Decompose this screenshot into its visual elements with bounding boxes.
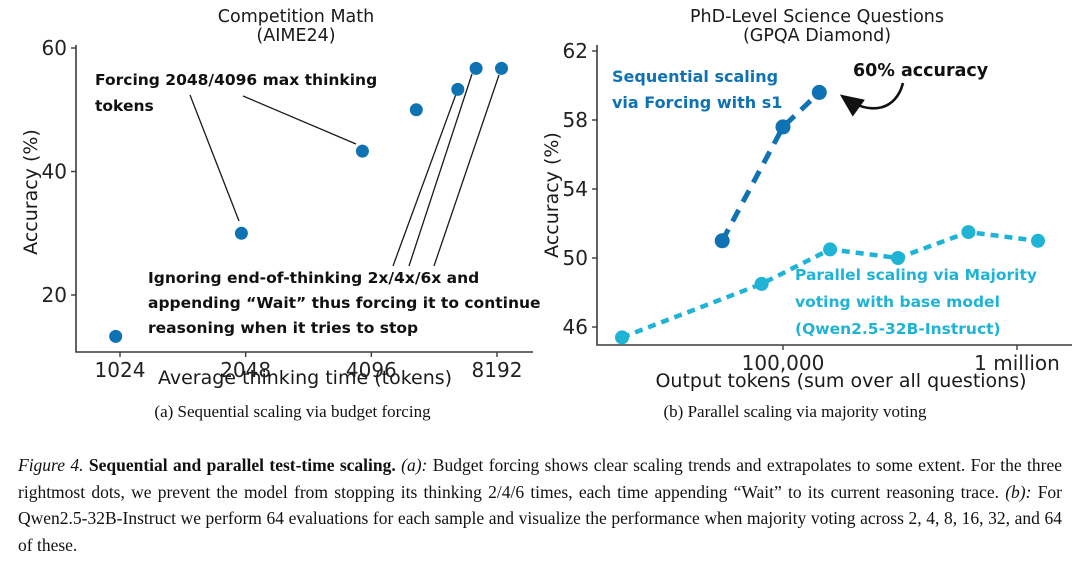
figure-caption-label: Figure 4.: [18, 455, 84, 475]
leader-line-4x: [408, 73, 473, 267]
x-tick-label: 1 million: [974, 351, 1060, 375]
accuracy-arrow: [839, 82, 905, 117]
figure-caption-b-label: (b):: [1005, 481, 1032, 502]
data-point: [891, 251, 905, 265]
data-point: [775, 119, 791, 135]
series-line: [719, 90, 822, 242]
chart-gpqa: PhD-Level Science Questions (GPQA Diamon…: [541, 7, 1072, 392]
y-tick-label: 60: [42, 36, 67, 60]
y-tick-label: 20: [42, 283, 67, 307]
y-tick-label: 62: [563, 39, 588, 63]
y-tick-label: 46: [563, 315, 588, 339]
leader-line-2048: [189, 94, 240, 222]
annotation-leader-lines: [189, 73, 500, 267]
data-point: [754, 276, 769, 291]
figure-caption-title: Sequential and parallel test-time scalin…: [88, 455, 396, 475]
annotation-ignoring-eot: Ignoring end-of-thinking 2x/4x/6x and ap…: [148, 266, 541, 341]
chart-b-plot-area: 100,000 1 million 46 50 54 58 62: [563, 39, 1072, 375]
annotation-line: tokens: [95, 97, 154, 115]
data-point: [495, 61, 508, 75]
data-point: [615, 330, 629, 345]
figure-caption-a-text: Budget forcing shows clear scaling trend…: [18, 455, 1063, 502]
chart-b-title-line2: (GPQA Diamond): [743, 26, 891, 46]
chart-a-ylabel: Accuracy (%): [20, 129, 42, 255]
leader-line-6x: [433, 74, 500, 267]
axes: [75, 45, 533, 353]
figure-caption-a-label: (a):: [401, 455, 428, 475]
chart-a-title-line1: Competition Math: [218, 7, 374, 27]
x-tick-label: 1024: [95, 358, 146, 382]
x-tick-label: 4096: [346, 358, 397, 382]
annotation-line: Ignoring end-of-thinking 2x/4x/6x and: [148, 269, 480, 287]
leader-line-4096: [242, 95, 357, 145]
annotation-line: reasoning when it tries to stop: [148, 319, 419, 337]
panel-a-caption: (a) Sequential scaling via budget forcin…: [154, 402, 431, 421]
x-tick-label: 2048: [220, 358, 271, 382]
annotation-parallel-scaling: Parallel scaling via Majority voting wit…: [795, 262, 1037, 343]
chart-a-title-line2: (AIME24): [256, 26, 335, 46]
annotation-line: Sequential scaling: [612, 67, 779, 86]
annotation-line: voting with base model: [795, 293, 1000, 311]
annotation-line: (Qwen2.5-32B-Instruct): [795, 320, 1001, 338]
chart-b-title-line1: PhD-Level Science Questions: [690, 7, 944, 27]
leader-line-2x: [392, 93, 457, 267]
annotation-line: appending “Wait” thus forcing it to cont…: [148, 294, 541, 312]
annotation-sequential-scaling: Sequential scaling via Forcing with s1: [612, 64, 782, 116]
figure-caption: Figure 4. Sequential and parallel test-t…: [18, 452, 1062, 558]
data-point: [961, 225, 976, 240]
y-tick-label: 50: [563, 246, 588, 270]
y-tick-label: 54: [563, 177, 588, 201]
x-tick-label: 8192: [472, 358, 523, 382]
chart-b-ylabel: Accuracy (%): [541, 132, 563, 258]
series-line: [621, 229, 1039, 340]
annotation-line: Parallel scaling via Majority: [795, 266, 1037, 284]
annotation-forcing-tokens: Forcing 2048/4096 max thinking tokens: [95, 67, 377, 119]
data-point: [469, 61, 483, 75]
chart-b-xlabel: Output tokens (sum over all questions): [655, 370, 1026, 392]
data-point: [109, 329, 123, 343]
chart-aime24: Competition Math (AIME24) Average thinki…: [20, 7, 533, 389]
x-tick-label: 100,000: [742, 351, 825, 375]
chart-a-xlabel: Average thinking time (tokens): [158, 367, 452, 389]
data-point: [823, 242, 838, 257]
annotation-line: Forcing 2048/4096 max thinking: [95, 71, 378, 89]
annotation-line: 60% accuracy: [853, 61, 989, 81]
y-tick-label: 58: [563, 108, 588, 132]
data-point: [1031, 233, 1045, 248]
axes: [596, 45, 1072, 346]
data-point: [714, 233, 730, 249]
chart-a-plot-area: 1024 2048 4096 8192 20 40 60: [42, 36, 533, 382]
annotation-line: via Forcing with s1: [612, 93, 783, 112]
data-point: [811, 84, 827, 100]
data-point: [355, 144, 369, 158]
annotation-60-accuracy: 60% accuracy: [853, 59, 988, 83]
panel-b-caption: (b) Parallel scaling via majority voting: [663, 402, 927, 421]
data-point: [234, 226, 248, 240]
y-tick-label: 40: [42, 160, 67, 184]
data-point: [451, 82, 465, 96]
data-point: [409, 103, 423, 117]
figure-caption-b-text: For Qwen2.5-32B-Instruct we perform 64 e…: [18, 481, 1062, 555]
